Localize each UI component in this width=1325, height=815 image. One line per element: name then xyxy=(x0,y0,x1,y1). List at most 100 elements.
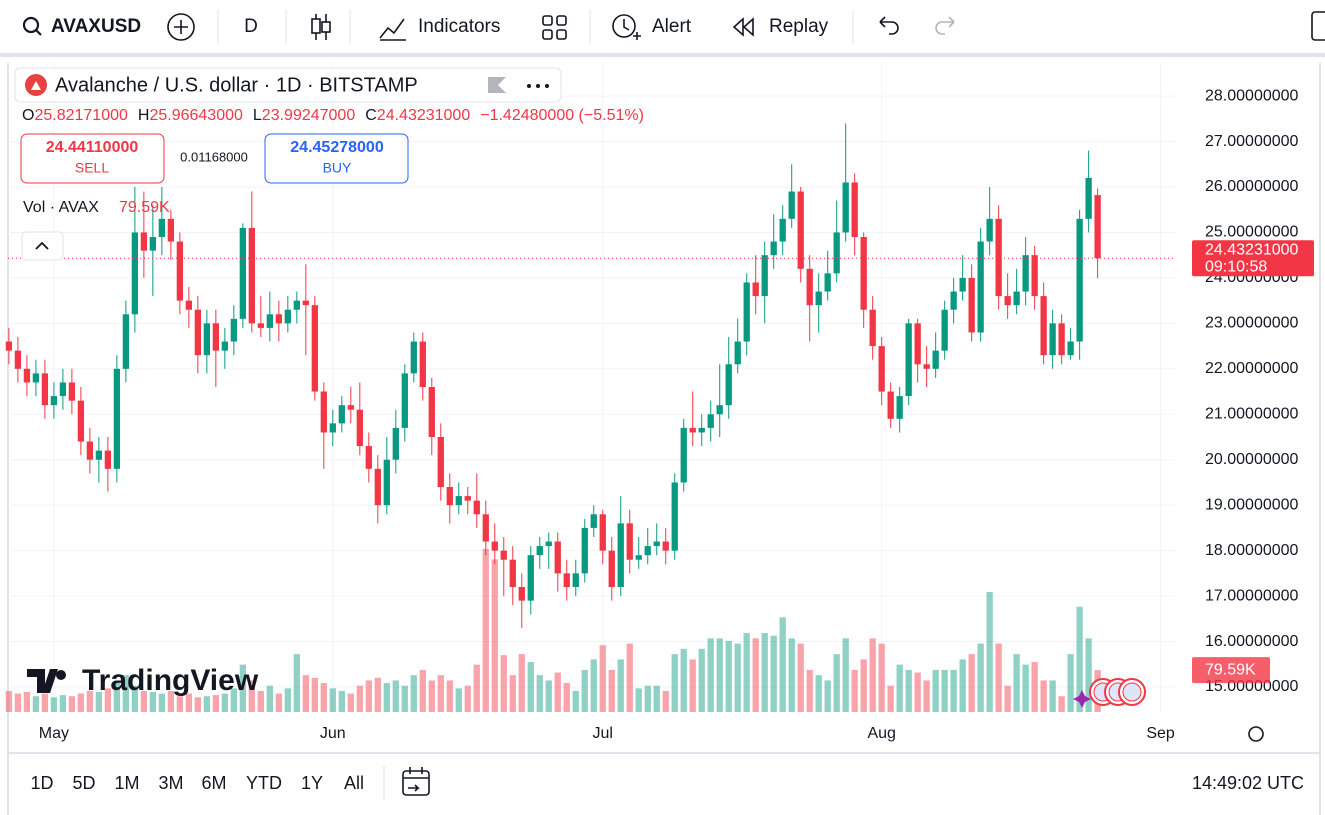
range-button[interactable]: 1D xyxy=(30,773,53,793)
x-tick-label: May xyxy=(39,725,69,742)
ohlc-key: H xyxy=(138,107,150,124)
indicators-label[interactable]: Indicators xyxy=(418,16,500,37)
candle-body xyxy=(653,541,660,547)
last-volume-tag xyxy=(1192,657,1270,684)
buy-button[interactable] xyxy=(264,133,409,184)
volume-bar xyxy=(653,685,660,712)
candle-body xyxy=(32,373,40,383)
volume-bar xyxy=(329,688,336,712)
volume-bar xyxy=(968,654,975,712)
range-button[interactable]: 1M xyxy=(114,773,139,793)
chart-type-button[interactable] xyxy=(311,14,331,40)
range-button[interactable]: 5D xyxy=(72,773,95,793)
candle-body xyxy=(410,341,417,374)
candle-body xyxy=(428,387,435,437)
volume-bar xyxy=(113,680,121,712)
volume-bar xyxy=(68,696,76,712)
volume-bar xyxy=(545,680,552,712)
volume-bar xyxy=(149,692,157,712)
fullscreen-button[interactable] xyxy=(1311,11,1325,41)
volume-bar xyxy=(122,675,130,712)
candle-body xyxy=(599,514,606,551)
volume-bar xyxy=(266,685,273,712)
volume-bar xyxy=(95,692,103,712)
volume-bar xyxy=(356,685,363,712)
volume-bar xyxy=(383,683,390,712)
flag-icon[interactable] xyxy=(488,77,506,93)
volume-bar xyxy=(194,697,202,712)
candle-body xyxy=(707,414,714,428)
candle-body xyxy=(347,405,354,410)
compare-button[interactable] xyxy=(167,13,195,41)
layouts-icon xyxy=(556,15,567,26)
volume-bar xyxy=(563,683,570,712)
volume-bar xyxy=(869,638,876,712)
volume-bar xyxy=(617,659,624,712)
candle-body xyxy=(455,496,462,506)
candle-body xyxy=(905,323,912,397)
volume-bar xyxy=(1022,664,1029,712)
candle-body xyxy=(203,323,210,356)
buy-price[interactable]: 24.45278000 xyxy=(290,139,384,156)
redo-button[interactable] xyxy=(935,16,955,35)
symbol-search[interactable]: AVAXUSD xyxy=(22,16,141,37)
volume-value: 79.59K xyxy=(119,199,170,216)
symbol[interactable]: AVAXUSD xyxy=(51,16,141,37)
candle-body xyxy=(86,441,94,460)
interval[interactable]: D xyxy=(244,16,258,37)
candle-body xyxy=(995,218,1002,297)
volume-bar xyxy=(599,645,606,712)
sell-label[interactable]: SELL xyxy=(75,160,109,176)
event-star[interactable] xyxy=(1073,690,1091,708)
y-tick-label: 23.00000000 xyxy=(1205,315,1299,332)
collapse-button[interactable] xyxy=(21,231,64,261)
ohlc-value: 25.82171000 xyxy=(34,107,128,124)
candle-body xyxy=(293,300,300,310)
symbol-logo xyxy=(31,81,41,90)
toolbar-bg xyxy=(0,0,1325,55)
settings-button[interactable] xyxy=(1248,726,1264,742)
range-button[interactable]: 6M xyxy=(201,773,226,793)
candle-body xyxy=(716,405,723,415)
alert-label[interactable]: Alert xyxy=(652,16,692,37)
replay-label[interactable]: Replay xyxy=(769,16,829,37)
volume-bar xyxy=(410,675,417,712)
legend-box xyxy=(14,67,562,103)
alert-button[interactable]: Alert xyxy=(612,14,692,40)
candle-body xyxy=(518,587,525,601)
layouts-button[interactable] xyxy=(542,15,567,40)
candle-body xyxy=(545,541,552,547)
more-icon[interactable] xyxy=(527,84,531,88)
range-button[interactable]: 3M xyxy=(158,773,183,793)
candle-body xyxy=(68,382,76,401)
alert-icon xyxy=(612,14,636,38)
undo-button[interactable] xyxy=(879,16,899,35)
candle-body xyxy=(671,482,678,551)
volume-bar xyxy=(473,664,480,712)
indicators-button[interactable]: Indicators xyxy=(379,16,500,41)
volume-bar xyxy=(824,680,831,712)
candle-body xyxy=(230,318,237,342)
volume-bar xyxy=(608,669,615,712)
sell-price[interactable]: 24.44110000 xyxy=(46,139,139,156)
candle-body xyxy=(59,382,67,397)
range-button[interactable]: YTD xyxy=(246,773,282,793)
sell-button[interactable] xyxy=(20,133,165,184)
candle-body xyxy=(122,314,130,369)
y-tick-label: 22.00000000 xyxy=(1205,360,1299,377)
volume-bar xyxy=(896,664,903,712)
volume-bar xyxy=(230,688,237,712)
range-button[interactable]: 1Y xyxy=(301,773,323,793)
range-button[interactable]: All xyxy=(344,773,364,793)
buy-label[interactable]: BUY xyxy=(323,160,352,176)
candle-body xyxy=(113,368,121,469)
volume-bar xyxy=(680,648,687,712)
candle-body xyxy=(635,555,642,560)
volume-bar xyxy=(311,677,318,712)
volume-bar xyxy=(1058,696,1065,712)
date-range-button[interactable] xyxy=(402,767,430,796)
volume-bar xyxy=(635,688,642,712)
volume-bar xyxy=(986,592,993,712)
replay-button[interactable]: Replay xyxy=(732,16,829,37)
